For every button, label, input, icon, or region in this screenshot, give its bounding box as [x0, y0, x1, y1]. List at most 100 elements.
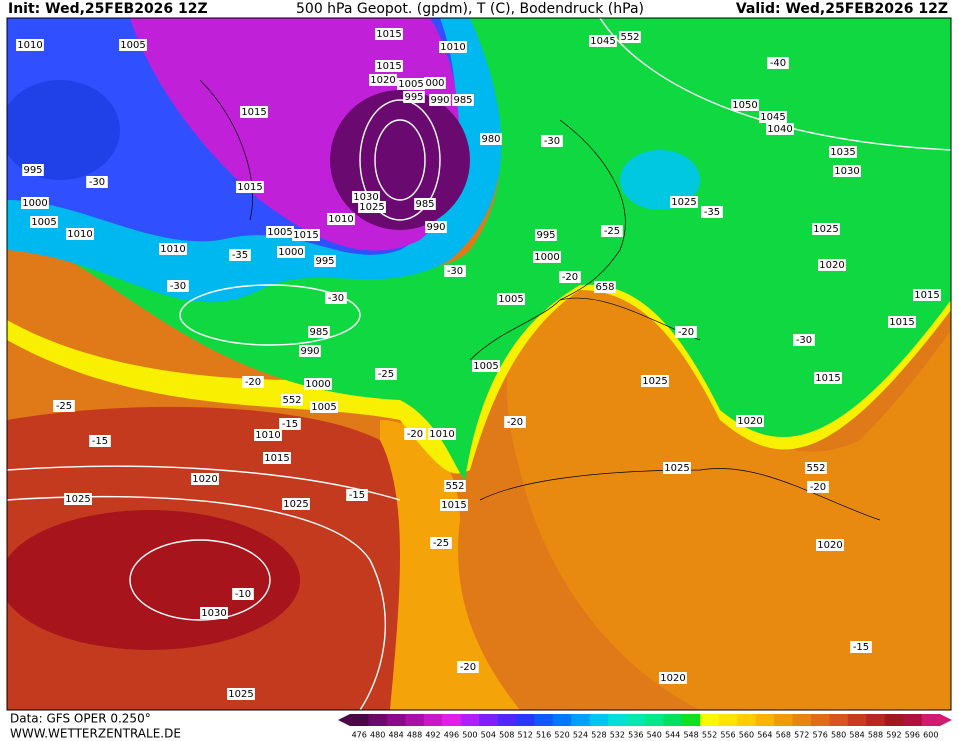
label-box	[414, 198, 436, 210]
init-text: Init: Wed,25FEB2026 12Z	[8, 1, 208, 17]
isobar-label: 995	[536, 230, 555, 241]
colorbar-cell	[386, 714, 406, 726]
colorbar-label: 592	[886, 731, 901, 740]
colorbar-cell	[810, 714, 830, 726]
colorbar-label: 600	[923, 731, 938, 740]
colorbar-cell	[442, 714, 462, 726]
label-box	[242, 376, 264, 388]
colorbar: 476 480 484 488 492 496 500 504 508 512 516 520 524 5…	[338, 714, 952, 740]
label-box	[167, 280, 189, 292]
footer-site: WWW.WETTERZENTRALE.DE	[10, 727, 181, 741]
isobar-label: 1000	[534, 252, 559, 263]
label-box	[263, 452, 291, 464]
label-box	[793, 334, 815, 346]
isobar-label: 1010	[160, 244, 185, 255]
isobar-label: 1010	[429, 429, 454, 440]
colorbar-label: 548	[683, 731, 698, 740]
label-box	[541, 135, 563, 147]
label-box	[191, 473, 219, 485]
colorbar-cell	[718, 714, 738, 726]
label-box	[497, 293, 525, 305]
colorbar-cell	[350, 714, 369, 726]
label-box	[812, 223, 840, 235]
isobar-label: 1015	[441, 500, 466, 511]
label-box	[439, 41, 467, 53]
colorbar-label: 536	[628, 731, 643, 740]
isobar-label: 995	[315, 256, 334, 267]
colorbar-cell	[645, 714, 664, 726]
colorbar-cell	[866, 714, 886, 726]
label-box	[452, 94, 474, 106]
colorbar-cell	[608, 714, 628, 726]
isobar-label: 1000	[278, 247, 303, 258]
label-box	[346, 489, 368, 501]
colorbar-cell	[792, 714, 812, 726]
label-box	[86, 176, 108, 188]
label-box	[375, 28, 403, 40]
colorbar-label: 528	[591, 731, 606, 740]
isobar-label: 1030	[353, 192, 378, 203]
isobar-label: 1030	[834, 166, 859, 177]
colorbar-label: 580	[831, 731, 846, 740]
isobar-label: 995	[23, 165, 42, 176]
label-box	[429, 94, 451, 106]
label-box	[21, 197, 49, 209]
colorbar-cell	[737, 714, 757, 726]
isobar-label: 1010	[67, 229, 92, 240]
colorbar-cell	[552, 714, 572, 726]
isobar-label: 1005	[398, 79, 423, 90]
isobar-label: 1035	[830, 147, 855, 158]
isobar-label: 1020	[737, 416, 762, 427]
label-box	[829, 146, 857, 158]
isobar-label: 990	[426, 222, 445, 233]
valid-text: Valid: Wed,25FEB2026 12Z	[736, 1, 948, 17]
label-box	[352, 191, 380, 203]
colorbar-label: 520	[554, 731, 569, 740]
isobar-label: 1025	[228, 689, 253, 700]
isobar-label: 1005	[120, 40, 145, 51]
label-box	[759, 111, 787, 123]
isobar-label: 980	[481, 134, 500, 145]
label-box	[535, 229, 557, 241]
isobar-label: 1020	[192, 474, 217, 485]
label-box	[403, 91, 425, 103]
isobar-label: 552	[620, 32, 639, 43]
colorbar-cell	[884, 714, 904, 726]
label-box	[833, 165, 861, 177]
isobar-label: 990	[430, 95, 449, 106]
label-box	[279, 418, 301, 430]
label-box	[807, 481, 829, 493]
colorbar-cell	[460, 714, 480, 726]
isobar-label: 1005	[311, 402, 336, 413]
label-box	[444, 480, 466, 492]
colorbar-cell	[663, 714, 683, 726]
label-box	[457, 661, 479, 673]
colorbar-label: 560	[739, 731, 754, 740]
isobar-label: -20	[810, 482, 826, 493]
isobar-label: 1045	[590, 36, 615, 47]
footer-data: Data: GFS OPER 0.250°	[10, 712, 151, 726]
label-box	[736, 415, 764, 427]
colorbar-label: 524	[573, 731, 588, 740]
isobar-label: 1015	[889, 317, 914, 328]
label-box	[816, 539, 844, 551]
label-box	[424, 77, 446, 89]
isobar-label: -15	[92, 436, 108, 447]
label-box	[22, 164, 44, 176]
isobar-label: 1020	[817, 540, 842, 551]
isobar-label: 985	[453, 95, 472, 106]
isobar-label: 1025	[359, 202, 384, 213]
label-box	[281, 394, 303, 406]
label-box	[504, 416, 526, 428]
colorbar-cell	[423, 714, 443, 726]
isobar-label: -10	[235, 589, 251, 600]
isobar-label: 1025	[283, 499, 308, 510]
label-box	[30, 216, 58, 228]
label-box	[375, 60, 403, 72]
isobar-label: 1025	[813, 224, 838, 235]
isobar-label: 1010	[255, 430, 280, 441]
isobar-label: 1005	[498, 294, 523, 305]
colorbar-cell	[921, 714, 941, 726]
isobar-label: -35	[232, 250, 248, 261]
colorbar-cell	[681, 714, 701, 726]
